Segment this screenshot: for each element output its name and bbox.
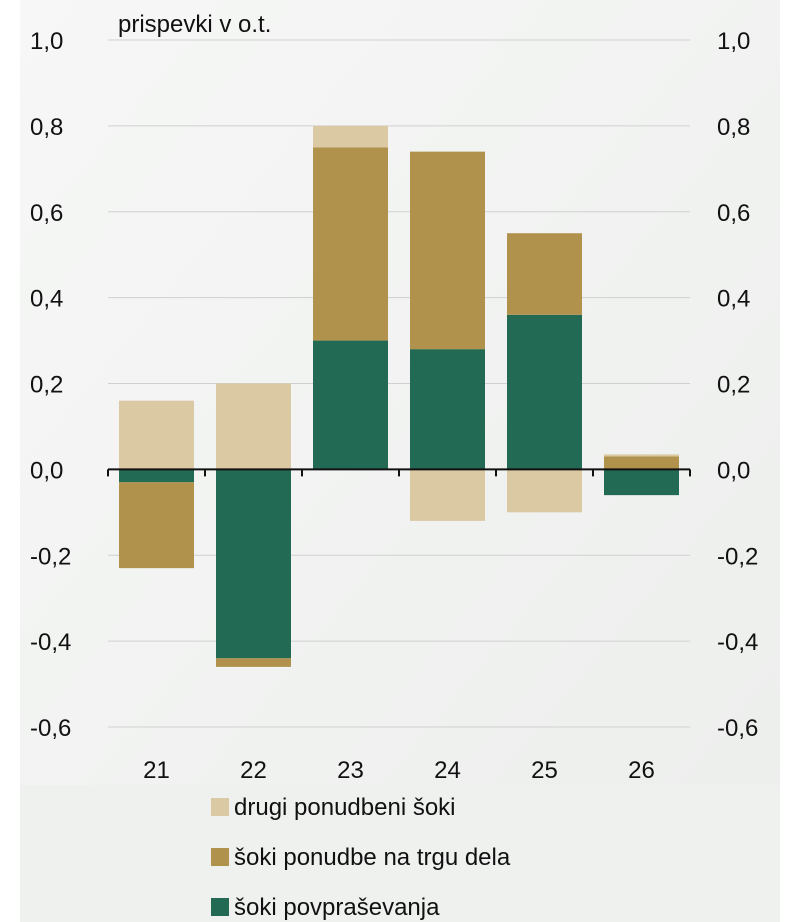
bar-segment (507, 469, 582, 513)
x-tick-label: 26 (628, 757, 655, 784)
y-axis-left-labels: 1,0 0,8 0,6 0,4 0,2 0,0 -0,2 -0,4 -0,6 (30, 28, 71, 742)
bar-segment (216, 469, 291, 659)
gridlines (108, 39, 690, 728)
y-tick-label-right: 0,8 (717, 114, 750, 141)
x-axis (107, 468, 691, 477)
y-axis-unit-label: prispevki v o.t. (118, 11, 271, 38)
bar-segment (119, 482, 194, 569)
y-tick-label: -0,4 (30, 629, 71, 656)
bar-segment (119, 469, 194, 483)
x-tick-label: 23 (337, 757, 364, 784)
y-tick-label: 1,0 (30, 28, 63, 55)
y-tick-label: -0,6 (30, 715, 71, 742)
x-axis-labels: 21 22 23 24 25 26 (143, 757, 655, 784)
bar-segment (216, 383, 291, 470)
x-tick-label: 25 (531, 757, 558, 784)
y-tick-label-right: 1,0 (717, 28, 750, 55)
legend-label: šoki ponudbe na trgu dela (234, 844, 511, 871)
y-tick-label: 0,0 (30, 457, 63, 484)
y-tick-label-right: -0,6 (717, 715, 758, 742)
legend-swatch (211, 848, 229, 866)
y-tick-label-right: 0,2 (717, 372, 750, 399)
legend-background (20, 785, 780, 922)
bar-segment (410, 469, 485, 521)
bar-segment (119, 400, 194, 470)
legend-swatch (211, 898, 229, 916)
y-tick-label-right: 0,6 (717, 200, 750, 227)
bar-segment (604, 456, 679, 470)
y-tick-label: 0,6 (30, 200, 63, 227)
bar-segment (313, 147, 388, 341)
y-tick-label: 0,4 (30, 286, 63, 313)
bar-segment (313, 125, 388, 148)
legend-label: šoki povpraševanja (234, 894, 440, 921)
bar-segment (410, 151, 485, 350)
bar-segment (604, 454, 679, 457)
bar-segment (216, 658, 291, 667)
bar-segment (604, 469, 679, 496)
x-tick-label: 21 (143, 757, 170, 784)
y-tick-label: 0,8 (30, 114, 63, 141)
x-tick-label: 24 (434, 757, 461, 784)
legend-swatch (211, 798, 229, 816)
y-tick-label: 0,2 (30, 372, 63, 399)
y-axis-right-labels: 1,0 0,8 0,6 0,4 0,2 0,0 -0,2 -0,4 -0,6 (717, 28, 758, 742)
y-tick-label: -0,2 (30, 543, 71, 570)
legend-label: drugi ponudbeni šoki (234, 794, 456, 821)
y-tick-label-right: -0,2 (717, 543, 758, 570)
bar-segment (507, 314, 582, 470)
bar-segment (507, 233, 582, 315)
y-tick-label-right: 0,4 (717, 286, 750, 313)
bar-segment (410, 349, 485, 470)
y-tick-label-right: -0,4 (717, 629, 758, 656)
bars (119, 125, 679, 667)
bar-segment (313, 340, 388, 470)
y-tick-label-right: 0,0 (717, 457, 750, 484)
x-tick-label: 22 (240, 757, 267, 784)
legend: drugi ponudbeni šoki šoki ponudbe na trgu… (211, 794, 511, 921)
